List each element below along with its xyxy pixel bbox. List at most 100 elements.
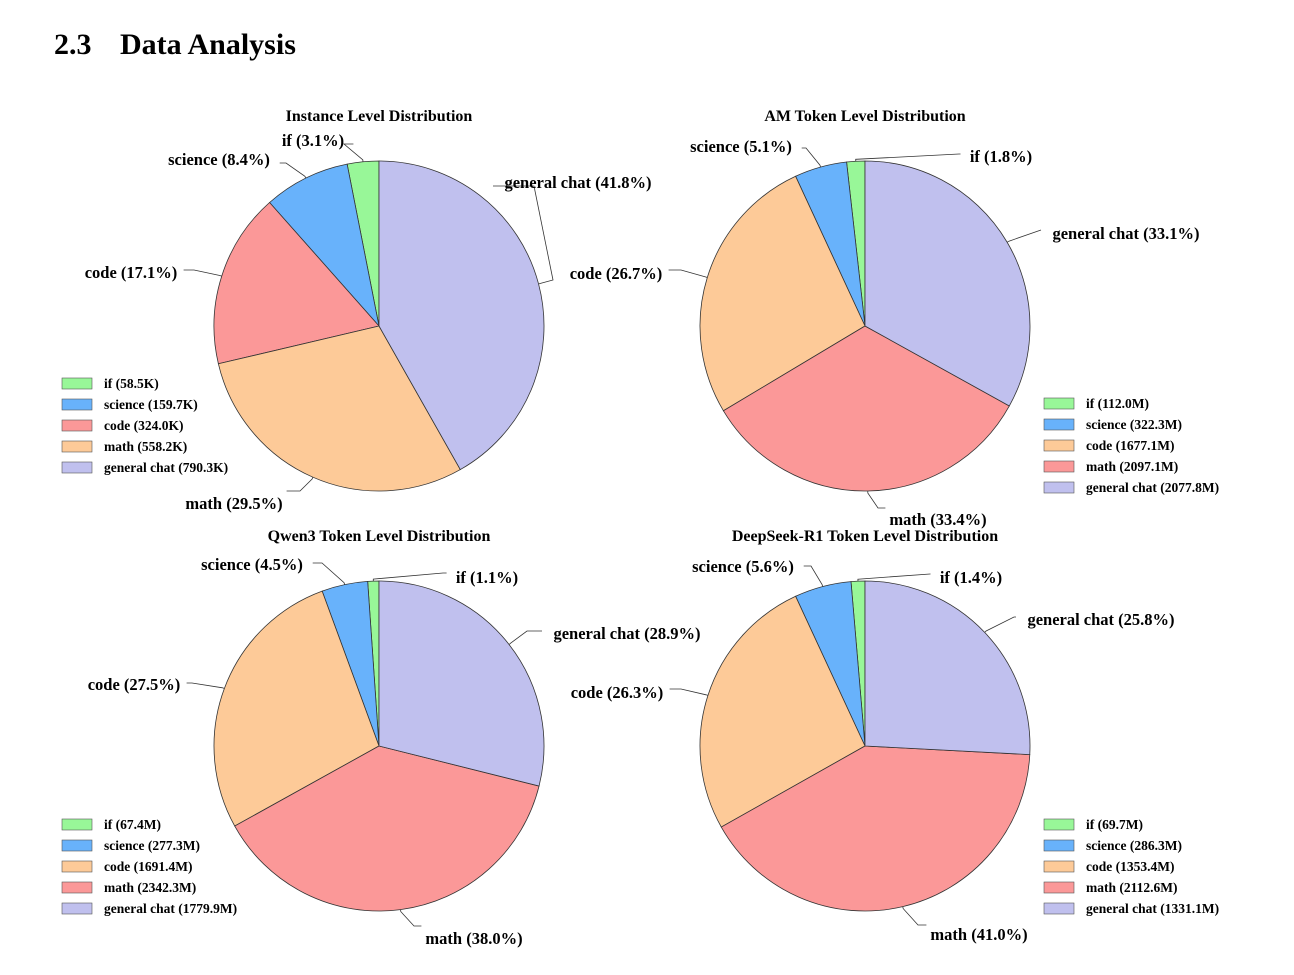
legend-entry: code (1691.4M) <box>104 859 192 874</box>
pie-slice-general-chat <box>864 580 1031 756</box>
pie-slice-code <box>213 201 380 365</box>
legend-entry: code (1677.1M) <box>1086 438 1174 453</box>
legend-swatch <box>1043 881 1075 894</box>
leader-line <box>183 269 222 277</box>
legend-swatch <box>61 818 93 831</box>
leader-line <box>279 162 307 179</box>
leader-line <box>493 185 554 285</box>
slice-label: general chat (25.8%) <box>1027 610 1174 629</box>
legend-entry: general chat (1331.1M) <box>1086 901 1219 916</box>
legend-entry: math (2112.6M) <box>1086 880 1178 895</box>
legend-swatch <box>61 440 93 453</box>
leader-line <box>801 147 821 168</box>
slice-label: math (33.4%) <box>889 510 986 529</box>
slice-label: if (3.1%) <box>282 131 344 150</box>
legend-swatch <box>61 461 93 474</box>
chart-title: AM Token Level Distribution <box>764 108 965 125</box>
slice-label: science (4.5%) <box>201 555 303 574</box>
leader-line <box>342 143 364 162</box>
legend-swatch <box>61 881 93 894</box>
legend-entry: science (277.3M) <box>104 838 200 853</box>
legend-entry: if (58.5K) <box>104 376 159 391</box>
slice-label: code (26.7%) <box>570 264 663 283</box>
leader-line <box>902 906 927 926</box>
legend-swatch <box>1043 397 1075 410</box>
legend-entry: general chat (790.3K) <box>104 460 228 475</box>
legend-swatch <box>1043 860 1075 873</box>
slice-label: science (5.6%) <box>692 557 794 576</box>
legend-swatch <box>61 398 93 411</box>
legend-entry: if (69.7M) <box>1086 817 1143 832</box>
leader-line <box>400 909 422 927</box>
legend-swatch <box>61 902 93 915</box>
slice-label: general chat (41.8%) <box>504 173 651 192</box>
legend-swatch <box>1043 460 1075 473</box>
pie-slice-math <box>217 325 461 492</box>
slice-label: code (17.1%) <box>85 263 178 282</box>
slice-label: math (38.0%) <box>425 929 522 948</box>
chart-title: Instance Level Distribution <box>286 108 473 125</box>
pie-chart-1: Instance Level Distribution if (3.1%) scie… <box>61 108 652 513</box>
leader-line <box>286 477 314 492</box>
legend-swatch <box>61 839 93 852</box>
legend-swatch <box>1043 902 1075 915</box>
legend-entry: code (1353.4M) <box>1086 859 1174 874</box>
leader-line <box>668 269 708 278</box>
pie-slice-general-chat <box>378 160 545 471</box>
slice-label: code (26.3%) <box>571 683 664 702</box>
legend-entry: math (2342.3M) <box>104 880 196 895</box>
leader-line <box>508 630 542 645</box>
legend-entry: science (159.7K) <box>104 397 198 412</box>
leader-line <box>1006 229 1042 243</box>
section-number: 2.3 <box>54 28 92 61</box>
pie-slice-general-chat <box>378 580 545 787</box>
slice-label: code (27.5%) <box>88 675 181 694</box>
pie-slice-math <box>722 325 1010 492</box>
slice-label: general chat (28.9%) <box>553 624 700 643</box>
pie-slice-code <box>213 590 380 827</box>
legend-entry: general chat (1779.9M) <box>104 901 237 916</box>
pie-slice-math <box>234 745 540 912</box>
slice-label: general chat (33.1%) <box>1052 224 1199 243</box>
slice-label: math (29.5%) <box>185 494 282 513</box>
leader-line <box>984 616 1016 633</box>
leader-line <box>186 682 225 689</box>
leader-line <box>855 153 961 162</box>
legend-swatch <box>1043 481 1075 494</box>
section-heading: 2.3 Data Analysis <box>54 28 296 62</box>
leader-line <box>867 491 886 509</box>
legend-entry: math (558.2K) <box>104 439 187 454</box>
legend-swatch <box>1043 418 1075 431</box>
pie-chart-4: DeepSeek-R1 Token Level Distribution if (… <box>571 528 1219 944</box>
legend-swatch <box>61 377 93 390</box>
pie-slice-code <box>699 595 866 828</box>
pie-slice-science <box>269 163 380 328</box>
chart-title: DeepSeek-R1 Token Level Distribution <box>732 528 998 545</box>
slice-label: math (41.0%) <box>930 925 1027 944</box>
slice-label: if (1.1%) <box>456 568 518 587</box>
legend-entry: science (322.3M) <box>1086 417 1182 432</box>
legend-swatch <box>1043 818 1075 831</box>
legend-entry: code (324.0K) <box>104 418 183 433</box>
pie-chart-2: AM Token Level Distribution if (1.8%) scie… <box>570 108 1219 529</box>
legend-entry: if (67.4M) <box>104 817 161 832</box>
legend-swatch <box>1043 439 1075 452</box>
leader-line <box>857 573 931 582</box>
slice-label: if (1.8%) <box>970 147 1032 166</box>
leader-line <box>312 562 345 585</box>
legend-entry: science (286.3M) <box>1086 838 1182 853</box>
chart-title: Qwen3 Token Level Distribution <box>268 528 491 545</box>
leader-line <box>372 572 447 582</box>
slice-label: science (8.4%) <box>168 150 270 169</box>
legend-swatch <box>1043 839 1075 852</box>
legend-entry: if (112.0M) <box>1086 396 1149 411</box>
legend-entry: general chat (2077.8M) <box>1086 480 1219 495</box>
legend-entry: math (2097.1M) <box>1086 459 1178 474</box>
slice-label: science (5.1%) <box>690 137 792 156</box>
section-title: Data Analysis <box>120 28 296 61</box>
slice-label: if (1.4%) <box>940 568 1002 587</box>
leader-line <box>669 688 709 696</box>
legend-swatch <box>61 860 93 873</box>
pie-slice-general-chat <box>864 160 1031 407</box>
